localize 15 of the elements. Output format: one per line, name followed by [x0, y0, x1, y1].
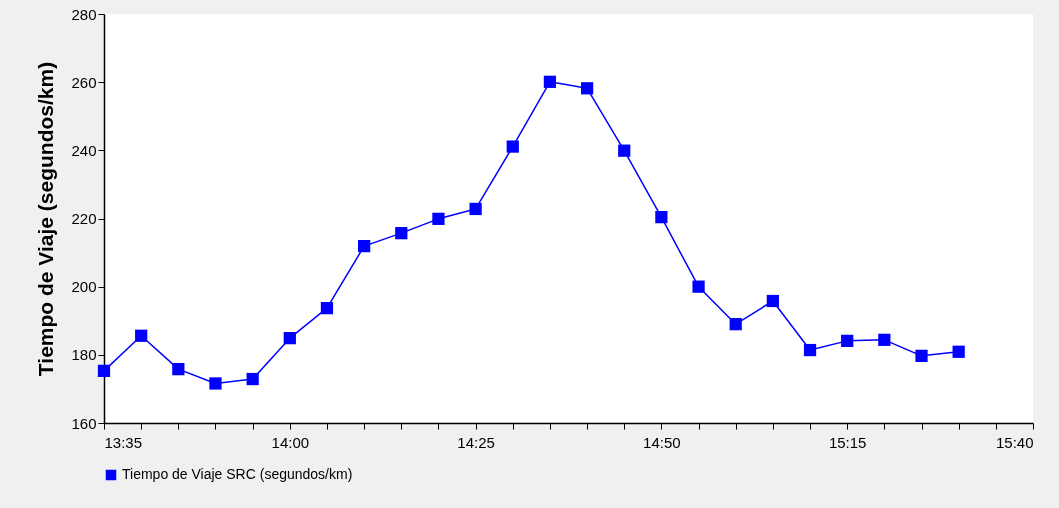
x-tick-label: 13:35 — [104, 433, 143, 451]
y-tick-label: 200 — [71, 278, 97, 296]
x-tick-label: 14:00 — [271, 433, 310, 451]
y-tick-label: 160 — [71, 414, 97, 432]
x-tick-label: 15:15 — [828, 433, 867, 451]
y-tick-label: 260 — [71, 73, 97, 91]
y-tick-label: 180 — [71, 346, 97, 364]
y-tick-label: 220 — [71, 210, 97, 227]
legend-label: Tiempo de Viaje SRC (segundos/km) — [122, 466, 353, 482]
x-tick-label: 14:25 — [457, 433, 495, 451]
x-tick-label: 15:40 — [995, 433, 1034, 451]
y-axis-title: Tiempo de Viaje (segundos/km) — [34, 61, 58, 377]
y-tick-label: 240 — [71, 141, 97, 159]
x-tick-label: 14:50 — [643, 433, 681, 451]
y-tick-label: 280 — [71, 5, 97, 23]
